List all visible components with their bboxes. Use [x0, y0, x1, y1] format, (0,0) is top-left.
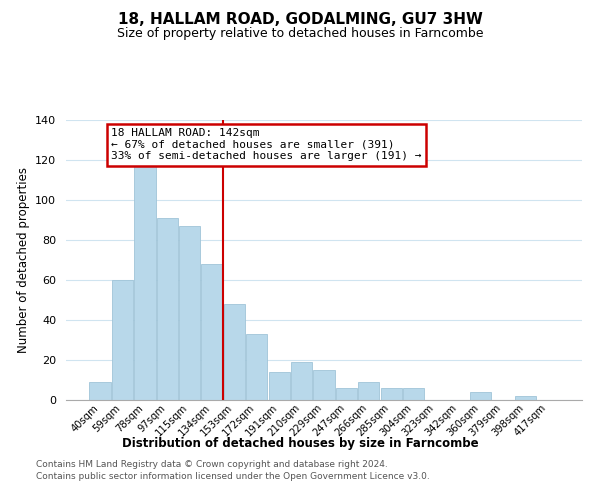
Text: Size of property relative to detached houses in Farncombe: Size of property relative to detached ho…	[117, 28, 483, 40]
Text: 18 HALLAM ROAD: 142sqm
← 67% of detached houses are smaller (391)
33% of semi-de: 18 HALLAM ROAD: 142sqm ← 67% of detached…	[111, 128, 422, 161]
Bar	[89, 382, 111, 400]
Bar	[269, 372, 290, 400]
Text: Contains HM Land Registry data © Crown copyright and database right 2024.: Contains HM Land Registry data © Crown c…	[36, 460, 388, 469]
Text: 18, HALLAM ROAD, GODALMING, GU7 3HW: 18, HALLAM ROAD, GODALMING, GU7 3HW	[118, 12, 482, 28]
Bar	[380, 388, 402, 400]
Bar	[134, 166, 155, 400]
Bar	[112, 280, 133, 400]
Bar	[515, 396, 536, 400]
Bar	[157, 218, 178, 400]
Text: Distribution of detached houses by size in Farncombe: Distribution of detached houses by size …	[122, 438, 478, 450]
Bar	[202, 264, 223, 400]
Bar	[336, 388, 357, 400]
Bar	[313, 370, 335, 400]
Bar	[224, 304, 245, 400]
Bar	[291, 362, 312, 400]
Bar	[246, 334, 268, 400]
Bar	[403, 388, 424, 400]
Bar	[358, 382, 379, 400]
Y-axis label: Number of detached properties: Number of detached properties	[17, 167, 29, 353]
Bar	[470, 392, 491, 400]
Bar	[179, 226, 200, 400]
Text: Contains public sector information licensed under the Open Government Licence v3: Contains public sector information licen…	[36, 472, 430, 481]
